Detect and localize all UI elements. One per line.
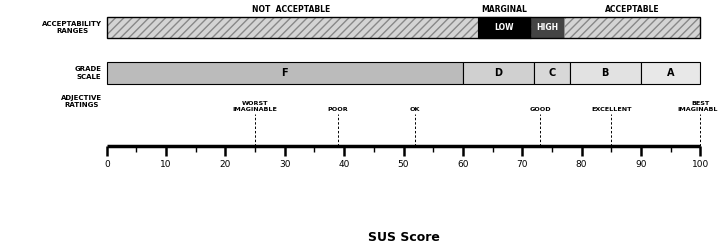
Text: 40: 40 <box>338 160 350 169</box>
Bar <box>534 62 569 84</box>
Text: D: D <box>495 68 503 78</box>
Text: POOR: POOR <box>328 107 349 112</box>
Bar <box>531 17 564 38</box>
Text: 0: 0 <box>104 160 110 169</box>
Text: F: F <box>281 68 288 78</box>
Text: EXCELLENT: EXCELLENT <box>591 107 631 112</box>
Text: 70: 70 <box>516 160 528 169</box>
Text: MARGINAL: MARGINAL <box>482 5 527 14</box>
Text: 10: 10 <box>160 160 172 169</box>
Bar <box>477 17 531 38</box>
Text: GOOD: GOOD <box>529 107 551 112</box>
Bar <box>641 62 700 84</box>
Text: 50: 50 <box>398 160 409 169</box>
Text: HIGH: HIGH <box>536 23 559 32</box>
Text: C: C <box>549 68 556 78</box>
Text: 100: 100 <box>691 160 709 169</box>
Bar <box>569 62 641 84</box>
Text: ACCEPTABLE: ACCEPTABLE <box>605 5 659 14</box>
Bar <box>463 62 534 84</box>
Text: ADJECTIVE
RATINGS: ADJECTIVE RATINGS <box>61 95 102 108</box>
Text: 30: 30 <box>279 160 291 169</box>
Text: A: A <box>667 68 674 78</box>
Text: NOT  ACCEPTABLE: NOT ACCEPTABLE <box>251 5 330 14</box>
Text: ACCEPTABILITY
RANGES: ACCEPTABILITY RANGES <box>42 21 102 34</box>
Text: OK: OK <box>410 107 421 112</box>
Text: LOW: LOW <box>495 23 514 32</box>
Text: GRADE
SCALE: GRADE SCALE <box>75 66 102 80</box>
Bar <box>107 62 463 84</box>
Text: BEST
IMAGINABLE: BEST IMAGINABLE <box>678 101 718 112</box>
Bar <box>107 17 700 38</box>
Text: 20: 20 <box>220 160 231 169</box>
Bar <box>564 17 700 38</box>
Text: WORST
IMAGINABLE: WORST IMAGINABLE <box>233 101 278 112</box>
Text: B: B <box>602 68 609 78</box>
Text: 90: 90 <box>635 160 647 169</box>
Text: 80: 80 <box>576 160 587 169</box>
Text: SUS Score: SUS Score <box>368 231 439 244</box>
Text: 60: 60 <box>457 160 469 169</box>
Bar <box>107 17 477 38</box>
